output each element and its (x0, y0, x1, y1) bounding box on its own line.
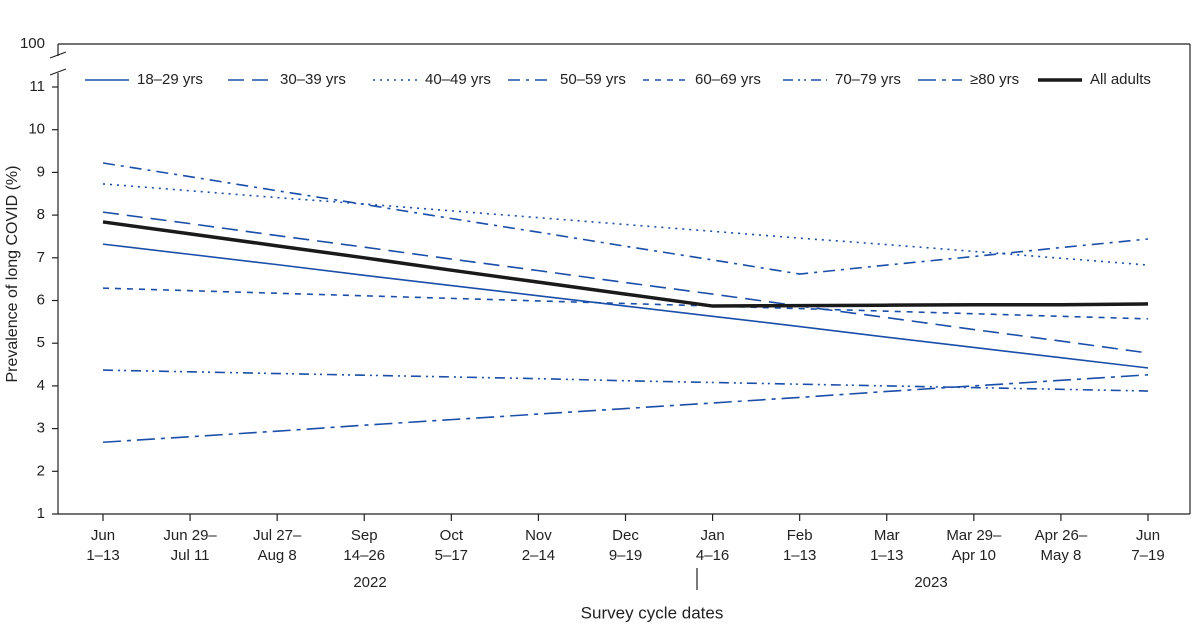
series-line (102, 243, 1149, 369)
x-tick-label: Oct (440, 527, 464, 544)
y-tick-label: 8 (37, 206, 45, 223)
y-tick-label: 3 (37, 420, 45, 437)
y-tick-label: 5 (37, 334, 45, 351)
year-label: 2022 (353, 574, 386, 591)
x-tick-label: 4–16 (696, 547, 729, 564)
x-tick-label: Sep (351, 527, 378, 544)
x-tick-label: Nov (525, 527, 552, 544)
x-tick-label: Aug 8 (258, 547, 297, 564)
x-tick-label: Dec (612, 527, 639, 544)
x-tick-label: 7–19 (1131, 547, 1164, 564)
legend-label: ≥80 yrs (970, 71, 1019, 88)
x-tick-label: Apr 10 (952, 547, 996, 564)
y-tick-label: 9 (37, 163, 45, 180)
x-tick-label: Jul 11 (171, 547, 210, 564)
series-line (102, 369, 1149, 392)
series-line (102, 162, 1149, 275)
y-tick-label: 10 (28, 121, 45, 138)
x-tick-label: Feb (787, 527, 813, 544)
x-tick-label: 14–26 (343, 547, 385, 564)
x-tick-label: Apr 26– (1035, 527, 1088, 544)
legend-label: All adults (1090, 71, 1151, 88)
y-tick-label: 4 (37, 377, 45, 394)
legend-label: 40–49 yrs (425, 71, 491, 88)
x-tick-label: Mar (874, 527, 900, 544)
x-tick-label: Jun (91, 527, 115, 544)
x-tick-label: 1–13 (870, 547, 903, 564)
y-break-label: 100 (20, 35, 45, 52)
x-tick-label: Jun 29– (163, 527, 217, 544)
legend-label: 50–59 yrs (560, 71, 626, 88)
x-tick-label: 9–19 (609, 547, 642, 564)
legend-label: 30–39 yrs (280, 71, 346, 88)
legend-label: 18–29 yrs (137, 71, 203, 88)
legend-label: 70–79 yrs (835, 71, 901, 88)
year-label: 2023 (914, 574, 947, 591)
plot-frame (49, 43, 1191, 590)
y-tick-label: 7 (37, 249, 45, 266)
x-tick-label: May 8 (1040, 547, 1081, 564)
x-tick-label: 5–17 (435, 547, 468, 564)
x-tick-label: 1–13 (783, 547, 816, 564)
series-line (102, 183, 1149, 266)
series-line (102, 211, 1149, 354)
x-tick-label: Mar 29– (946, 527, 1002, 544)
y-tick-label: 1 (37, 505, 45, 522)
x-tick-label: 1–13 (86, 547, 119, 564)
series-line (102, 373, 1149, 444)
series-line (102, 220, 1149, 308)
x-tick-label: 2–14 (522, 547, 555, 564)
legend-label: 60–69 yrs (695, 71, 761, 88)
y-tick-label: 6 (37, 291, 45, 308)
x-tick-label: Jul 27– (253, 527, 302, 544)
x-axis-label: Survey cycle dates (581, 603, 724, 622)
y-tick-label: 11 (29, 78, 45, 95)
y-axis-label: Prevalence of long COVID (%) (4, 166, 21, 383)
x-tick-label: Jan (700, 527, 724, 544)
y-tick-label: 2 (37, 462, 45, 479)
x-tick-label: Jun (1136, 527, 1160, 544)
